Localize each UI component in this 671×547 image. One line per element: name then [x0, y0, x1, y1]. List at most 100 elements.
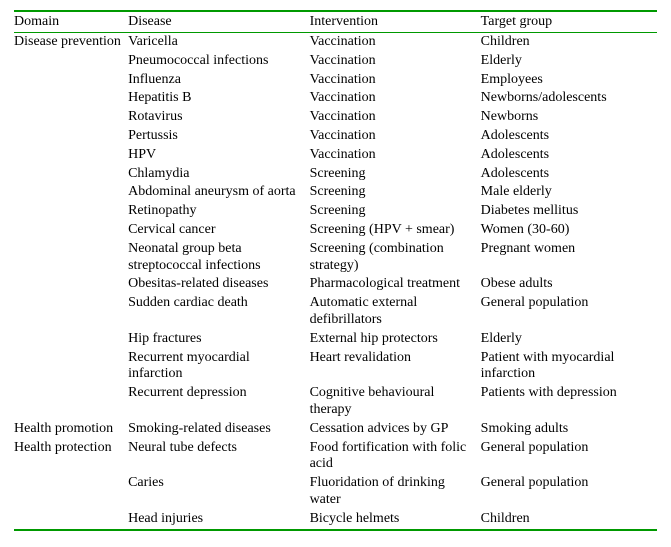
table-cell [14, 108, 128, 127]
table-cell: Retinopathy [128, 202, 309, 221]
table-cell [14, 384, 128, 420]
table-cell: Vaccination [310, 33, 481, 52]
table-cell: Male elderly [481, 183, 657, 202]
table-cell: Vaccination [310, 146, 481, 165]
table-cell: Screening [310, 202, 481, 221]
table-cell: Neural tube defects [128, 439, 309, 475]
table-cell: General population [481, 294, 657, 330]
table-row: InfluenzaVaccinationEmployees [14, 71, 657, 90]
table-cell: Obese adults [481, 275, 657, 294]
table-cell [14, 71, 128, 90]
table-cell [14, 165, 128, 184]
table-cell: Newborns [481, 108, 657, 127]
table-cell [14, 349, 128, 385]
table-cell: Food fortification with folic acid [310, 439, 481, 475]
table-header-row: Domain Disease Intervention Target group [14, 11, 657, 33]
table-cell: Screening (HPV + smear) [310, 221, 481, 240]
table-cell: Pharmacological treatment [310, 275, 481, 294]
table-cell: External hip protectors [310, 330, 481, 349]
table-cell: Screening (combination strategy) [310, 240, 481, 276]
table-cell: Caries [128, 474, 309, 510]
table-cell: Women (30-60) [481, 221, 657, 240]
table-cell [14, 510, 128, 530]
table-cell: Adolescents [481, 165, 657, 184]
table-cell [14, 202, 128, 221]
table-cell: Cessation advices by GP [310, 420, 481, 439]
table-row: Cervical cancerScreening (HPV + smear)Wo… [14, 221, 657, 240]
table-cell: Hepatitis B [128, 89, 309, 108]
table-cell: Pregnant women [481, 240, 657, 276]
table-cell: Hip fractures [128, 330, 309, 349]
table-cell: Pertussis [128, 127, 309, 146]
table-cell: Vaccination [310, 71, 481, 90]
table-cell: Screening [310, 165, 481, 184]
table-cell: Smoking adults [481, 420, 657, 439]
table-cell [14, 474, 128, 510]
table-row: Obesitas-related diseasesPharmacological… [14, 275, 657, 294]
table-row: Health promotionSmoking-related diseases… [14, 420, 657, 439]
table-cell: Fluoridation of drinking water [310, 474, 481, 510]
table-cell: Screening [310, 183, 481, 202]
table-cell: Varicella [128, 33, 309, 52]
table-cell: Neonatal group beta streptococcal infect… [128, 240, 309, 276]
table-cell: Health promotion [14, 420, 128, 439]
table-cell: General population [481, 439, 657, 475]
table-cell: Diabetes mellitus [481, 202, 657, 221]
table-row: RetinopathyScreeningDiabetes mellitus [14, 202, 657, 221]
table-row: Disease preventionVaricellaVaccinationCh… [14, 33, 657, 52]
table-row: CariesFluoridation of drinking waterGene… [14, 474, 657, 510]
table-cell: Elderly [481, 52, 657, 71]
table-cell: Recurrent depression [128, 384, 309, 420]
table-cell: Health protection [14, 439, 128, 475]
table-cell [14, 240, 128, 276]
table-row: PertussisVaccinationAdolescents [14, 127, 657, 146]
col-header-target: Target group [481, 11, 657, 33]
table-cell: Pneumococcal infections [128, 52, 309, 71]
table-cell: Vaccination [310, 52, 481, 71]
table-cell [14, 294, 128, 330]
table-row: Recurrent myocardial infarctionHeart rev… [14, 349, 657, 385]
table-cell: Influenza [128, 71, 309, 90]
table-cell: Patients with depression [481, 384, 657, 420]
table-cell: Elderly [481, 330, 657, 349]
table-cell: HPV [128, 146, 309, 165]
table-cell [14, 221, 128, 240]
table-cell: Disease prevention [14, 33, 128, 52]
table-cell: Head injuries [128, 510, 309, 530]
table-body: Disease preventionVaricellaVaccinationCh… [14, 33, 657, 530]
table-cell: Children [481, 33, 657, 52]
table-cell [14, 275, 128, 294]
interventions-table: Domain Disease Intervention Target group… [14, 10, 657, 531]
table-row: HPVVaccinationAdolescents [14, 146, 657, 165]
table-cell: Abdominal aneurysm of aorta [128, 183, 309, 202]
col-header-intervention: Intervention [310, 11, 481, 33]
table-row: Abdominal aneurysm of aortaScreeningMale… [14, 183, 657, 202]
table-cell [14, 183, 128, 202]
table-cell: Sudden cardiac death [128, 294, 309, 330]
table-row: RotavirusVaccinationNewborns [14, 108, 657, 127]
table-cell: Rotavirus [128, 108, 309, 127]
table-row: Neonatal group beta streptococcal infect… [14, 240, 657, 276]
table-cell: Adolescents [481, 127, 657, 146]
table-cell: Heart revalidation [310, 349, 481, 385]
table-row: Sudden cardiac deathAutomatic external d… [14, 294, 657, 330]
table-cell [14, 127, 128, 146]
table-cell: Bicycle helmets [310, 510, 481, 530]
table-cell: Smoking-related diseases [128, 420, 309, 439]
table-row: Health protectionNeural tube defectsFood… [14, 439, 657, 475]
table-cell: Vaccination [310, 89, 481, 108]
table-cell [14, 330, 128, 349]
col-header-disease: Disease [128, 11, 309, 33]
table-cell: Adolescents [481, 146, 657, 165]
table-row: Head injuriesBicycle helmetsChildren [14, 510, 657, 530]
table-row: Hepatitis BVaccinationNewborns/adolescen… [14, 89, 657, 108]
table-cell: Employees [481, 71, 657, 90]
table-cell: Automatic external defibrillators [310, 294, 481, 330]
table-cell [14, 146, 128, 165]
table-cell: Children [481, 510, 657, 530]
table-cell [14, 52, 128, 71]
table-cell: General population [481, 474, 657, 510]
table-cell: Newborns/adolescents [481, 89, 657, 108]
table-cell: Cognitive behavioural therapy [310, 384, 481, 420]
table-cell: Vaccination [310, 127, 481, 146]
